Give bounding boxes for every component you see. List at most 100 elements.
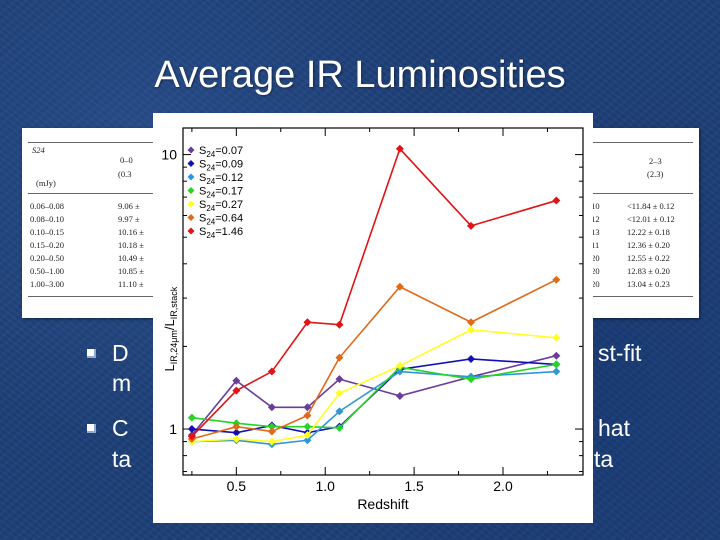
table-rule xyxy=(575,296,693,297)
data-point xyxy=(303,403,312,412)
y-axis-label-sub: IR,24μm xyxy=(169,330,179,364)
data-point xyxy=(335,353,344,362)
slide-title: Average IR Luminosities xyxy=(154,54,566,96)
data-point xyxy=(395,144,404,153)
table-cell: 0.08–0.10 xyxy=(30,214,64,224)
data-point xyxy=(395,282,404,291)
series-line xyxy=(191,279,557,440)
table-cell: .10 xyxy=(589,201,600,211)
data-point xyxy=(395,367,404,376)
data-point xyxy=(267,437,276,446)
data-point xyxy=(232,434,241,443)
data-point xyxy=(395,391,404,400)
table-cell: 13.04 ± 0.23 xyxy=(627,279,670,289)
data-point xyxy=(232,376,241,385)
legend-marker xyxy=(187,146,195,154)
table-cell: .20 xyxy=(589,266,600,276)
series-line xyxy=(191,363,557,429)
series-line xyxy=(191,328,557,443)
table-rule xyxy=(28,193,192,194)
table-cell: 0.20–0.50 xyxy=(30,253,64,263)
data-point xyxy=(467,375,475,384)
x-tick-label: 1.0 xyxy=(315,478,335,494)
table-header-bin-z: (0.3 xyxy=(118,169,132,179)
luminosity-table-right: 2–3 (2.3) .10 <11.84 ± 0.12 .12 <12.01 ±… xyxy=(575,128,699,318)
table-cell: 12.36 ± 0.20 xyxy=(627,240,670,250)
x-tick-label: 0.5 xyxy=(227,478,247,494)
data-point xyxy=(232,386,241,395)
y-axis-label-main: L xyxy=(162,364,177,371)
table-cell: 1.00–3.00 xyxy=(30,279,64,289)
bullet-text: C xyxy=(112,415,129,441)
legend-marker xyxy=(187,214,195,221)
bullet-text: ta xyxy=(112,446,132,472)
series-line xyxy=(191,147,557,437)
series-line xyxy=(191,358,557,434)
x-tick-label: 2.0 xyxy=(493,478,513,494)
series-s24-0-64 xyxy=(187,275,561,443)
table-cell: 11.10 ± xyxy=(118,279,144,289)
legend-label: S24=0.12 xyxy=(199,172,243,186)
table-cell: .20 xyxy=(589,253,600,263)
bullet-square-icon xyxy=(87,424,96,433)
bullet-text: ta xyxy=(594,446,614,472)
luminosity-ratio-chart: 0.5 1.0 1.5 2.0 1 10 S24=0.07 S24=0.09 S24=0.12… xyxy=(153,113,593,523)
data-point xyxy=(187,425,196,434)
legend-marker xyxy=(187,173,195,181)
table-cell: 12.55 ± 0.22 xyxy=(627,253,670,263)
x-axis-label: Redshift xyxy=(357,496,408,512)
data-point xyxy=(267,422,276,431)
bullet-text: D xyxy=(112,340,129,366)
table-cell: .11 xyxy=(589,240,600,250)
data-point xyxy=(335,389,344,398)
series-s24-1-46 xyxy=(187,144,561,441)
data-point xyxy=(303,422,312,431)
data-point xyxy=(187,413,196,422)
data-point xyxy=(267,427,276,436)
table-cell: 12.22 ± 0.18 xyxy=(627,227,670,237)
table-rule xyxy=(575,142,693,143)
series-s24-0-27 xyxy=(187,325,561,446)
data-point xyxy=(467,325,475,334)
data-point xyxy=(232,428,241,437)
data-point xyxy=(267,367,276,376)
y-axis-label: LIR,24μm/LIR,stack xyxy=(162,286,179,371)
table-cell: 12.83 ± 0.20 xyxy=(627,266,670,276)
data-point xyxy=(335,375,344,384)
table-rule xyxy=(575,193,693,194)
table-cell: 0.10–0.15 xyxy=(30,227,64,237)
data-point xyxy=(232,422,241,431)
table-cell: .20 xyxy=(589,279,600,289)
data-point xyxy=(552,351,561,360)
table-rule xyxy=(28,296,192,297)
bullet-text: m xyxy=(112,370,132,396)
legend-marker xyxy=(187,160,195,167)
table-header-bin-z: (2.3) xyxy=(647,169,664,179)
table-header-unit: (mJy) xyxy=(36,178,56,188)
y-axis-label-sub2: IR,stack xyxy=(169,286,179,319)
data-point xyxy=(303,318,312,327)
series-s24-0-07 xyxy=(187,351,561,440)
y-tick-label: 1 xyxy=(169,421,177,437)
series-s24-0-17 xyxy=(187,360,561,432)
plot-frame xyxy=(182,127,584,476)
table-cell: 10.49 ± xyxy=(118,253,144,263)
table-header-s24: S24 xyxy=(32,145,45,155)
data-point xyxy=(467,318,475,327)
data-point xyxy=(552,275,561,284)
data-point xyxy=(335,407,344,416)
table-cell: 0.15–0.20 xyxy=(30,240,64,250)
table-cell: 0.50–1.00 xyxy=(30,266,64,276)
legend-label: S24=0.07 xyxy=(199,145,243,159)
series-s24-0-12 xyxy=(187,367,561,449)
legend-label: S24=1.46 xyxy=(199,226,243,240)
data-point xyxy=(552,367,561,376)
table-cell: 10.85 ± xyxy=(118,266,144,276)
data-point xyxy=(303,431,312,440)
table-cell: 10.16 ± xyxy=(118,227,144,237)
table-header-bin: 0–0 xyxy=(120,155,133,165)
table-cell: 0.06–0.08 xyxy=(30,201,64,211)
data-point xyxy=(303,411,312,420)
x-tick-label: 1.5 xyxy=(404,478,424,494)
